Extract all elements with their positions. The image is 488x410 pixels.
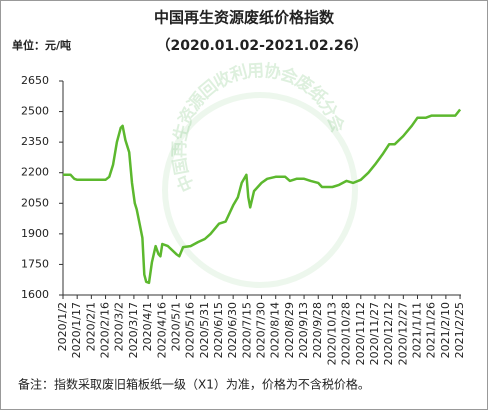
- x-tick-label: 2020/7/30: [255, 302, 268, 358]
- chart-title: 中国再生资源废纸价格指数: [154, 9, 335, 27]
- x-tick-label: 2020/2/16: [99, 302, 112, 358]
- x-tick-label: 2020/5/31: [198, 302, 211, 358]
- y-tick-label: 2200: [21, 166, 49, 179]
- x-tick-label: 2020/4/1: [141, 302, 154, 351]
- x-tick-label: 2020/9/28: [311, 302, 324, 358]
- x-tick-label: 2020/3/17: [127, 302, 140, 358]
- y-tick-label: 2050: [21, 196, 49, 209]
- x-tick-label: 2020/2/1: [84, 302, 97, 351]
- x-tick-label: 2020/8/29: [283, 302, 296, 358]
- unit-label: 单位：元/吨: [12, 38, 71, 52]
- x-tick-label: 2020/5/1: [169, 302, 182, 351]
- x-tick-label: 2020/3/2: [113, 302, 126, 351]
- chart-subtitle: （2020.01.02-2021.02.26）: [157, 38, 368, 54]
- x-tick-label: 2020/6/15: [212, 302, 225, 358]
- y-tick-label: 2500: [21, 105, 49, 118]
- x-tick-label: 2020/9/13: [297, 302, 310, 358]
- watermark-ring: [162, 92, 358, 288]
- x-tick-label: 2020/10/28: [340, 302, 353, 365]
- y-tick-label: 1900: [21, 227, 49, 240]
- y-tick-label: 1750: [21, 257, 49, 270]
- x-tick-label: 2021/1/26: [425, 302, 438, 358]
- x-tick-label: 2020/6/30: [226, 302, 239, 358]
- x-tick-label: 2020/5/16: [184, 302, 197, 358]
- y-tick-label: 1600: [21, 288, 49, 301]
- x-tick-label: 2020/11/27: [368, 302, 381, 365]
- x-tick-label: 2020/8/14: [269, 302, 282, 358]
- x-tick-label: 2021/2/10: [439, 302, 452, 358]
- x-tick-label: 2020/12/12: [382, 302, 395, 365]
- y-tick-label: 2350: [21, 135, 49, 148]
- y-tick-label: 2650: [21, 74, 49, 87]
- x-tick-label: 2020/11/12: [354, 302, 367, 365]
- x-tick-label: 2021/1/11: [411, 302, 424, 358]
- line: [63, 108, 462, 285]
- x-tick-label: 2020/1/2: [56, 302, 69, 351]
- x-tick-label: 2020/10/13: [325, 302, 338, 365]
- x-tick-label: 2020/1/17: [70, 302, 83, 358]
- x-tick-label: 2021/2/25: [453, 302, 466, 358]
- x-tick-label: 2020/12/27: [396, 302, 409, 365]
- note: 备注：指数采取废旧箱板纸一级（X1）为准，价格为不含税价格。: [18, 377, 370, 392]
- x-tick-label: 2020/4/16: [155, 302, 168, 358]
- x-tick-label: 2020/7/15: [240, 302, 253, 358]
